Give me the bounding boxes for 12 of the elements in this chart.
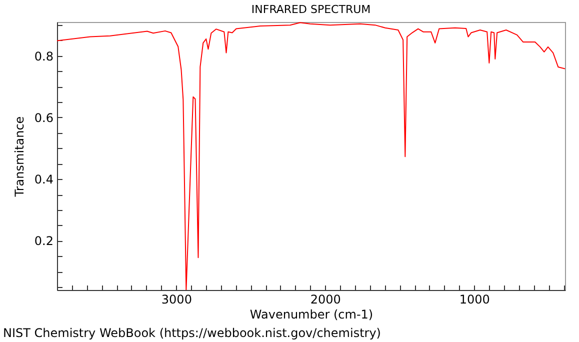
x-axis-title: Wavenumber (cm-1) <box>250 308 374 322</box>
y-tick-label: 0.6 <box>34 110 54 125</box>
y-axis-title: Transmitance <box>12 116 26 198</box>
x-tick-label: 2000 <box>310 292 341 306</box>
y-tick-label: 0.2 <box>34 234 54 248</box>
x-tick-label: 3000 <box>161 292 192 306</box>
x-tick-label: 1000 <box>459 292 490 306</box>
y-tick-label: 0.4 <box>34 172 54 187</box>
chart-title: INFRARED SPECTRUM <box>251 3 371 16</box>
y-tick-label: 0.8 <box>34 49 54 64</box>
line-series <box>57 22 565 290</box>
text: NIST Chemistry WebBook (https://webbook.nist.gov/chemistry) <box>3 326 381 340</box>
